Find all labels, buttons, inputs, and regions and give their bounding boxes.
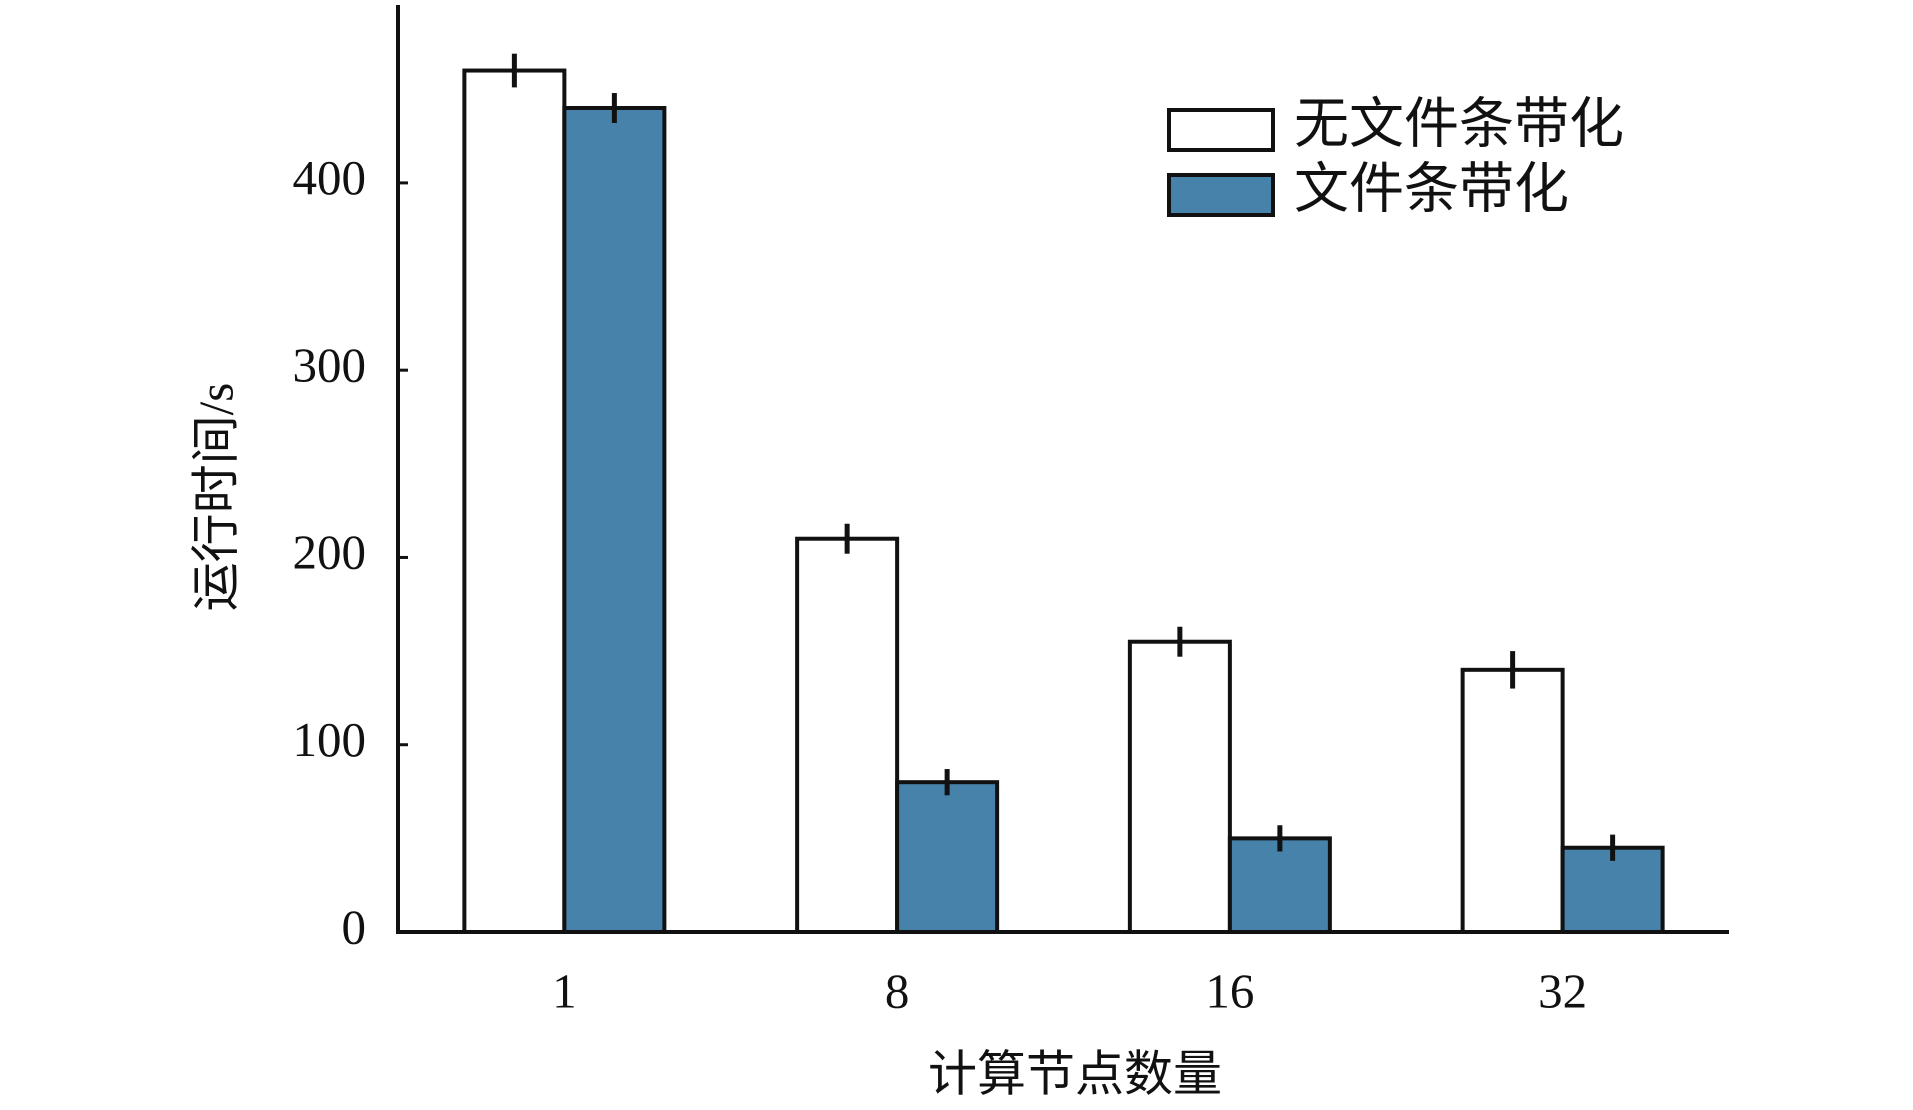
x-tick-label: 8 <box>885 963 910 1018</box>
bar <box>895 780 1000 934</box>
legend-label: 文件条带化 <box>1294 159 1569 220</box>
bar <box>1227 836 1332 935</box>
legend-swatch <box>1167 108 1275 152</box>
y-tick-label: 400 <box>293 150 367 205</box>
y-tick-label: 300 <box>293 337 367 392</box>
bar <box>795 536 900 935</box>
bar <box>562 106 667 934</box>
legend-label: 无文件条带化 <box>1294 94 1624 155</box>
bar <box>1560 845 1665 935</box>
bar <box>462 68 567 934</box>
x-axis-label: 计算节点数量 <box>928 1046 1222 1101</box>
y-axis-label: 运行时间/s <box>188 383 243 612</box>
y-tick-label: 200 <box>293 525 367 580</box>
bar <box>1460 667 1565 934</box>
x-tick-label: 1 <box>552 963 577 1018</box>
bar <box>1127 639 1232 935</box>
y-tick-label: 0 <box>342 899 367 954</box>
x-tick-label: 16 <box>1205 963 1254 1018</box>
x-tick-label: 32 <box>1538 963 1587 1018</box>
y-tick-label: 100 <box>293 712 367 767</box>
legend-swatch <box>1167 173 1275 217</box>
